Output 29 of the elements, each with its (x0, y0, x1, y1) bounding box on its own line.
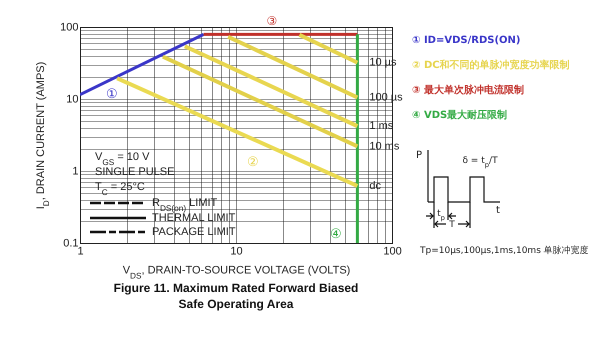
text: P (416, 150, 422, 161)
text: ③ 最大单次脉冲电流限制 (412, 84, 524, 96)
text: Figure 11. Maximum Rated Forward Biased Safe Operating Area (114, 281, 358, 311)
text: ② DC和不同的单脉冲宽度功率限制 (412, 59, 570, 71)
y-tick-label: 10 (66, 94, 78, 106)
text: T (448, 220, 456, 230)
series-label: dc (369, 180, 382, 192)
annotation: SINGLE PULSE (95, 166, 174, 178)
text: ① ID=VDS/RDS(ON) (412, 35, 520, 46)
text: t (496, 205, 500, 216)
x-tick-label: 100 (383, 246, 402, 258)
annotation: R$_{DS(on)}$ LIMIT (152, 197, 218, 212)
text: ④ VDS最大耐压限制 (412, 109, 508, 121)
y-tick-label: 0.1 (63, 238, 78, 250)
annotation: THERMAL LIMIT (152, 212, 236, 224)
x-axis-title: V$_{DS}$, DRAIN-TO-SOURCE VOLTAGE (VOLTS) (122, 264, 350, 280)
text: δ = t$_{p}$/T (462, 156, 498, 169)
text: Tp=10µs,100µs,1ms,10ms 单脉冲宽度 (419, 245, 589, 256)
annotation: ① (106, 86, 118, 101)
annotation: ② (247, 154, 259, 169)
text: t$_{p}$ (437, 209, 445, 222)
x-tick-label: 10 (230, 246, 243, 258)
annotation: PACKAGE LIMIT (152, 226, 236, 238)
annotation: T$_{C}$ = 25°C (95, 181, 145, 196)
annotation: V$_{GS}$ = 10 V (95, 151, 150, 166)
annotation: ④ (330, 226, 342, 241)
y-tick-label: 100 (60, 22, 78, 34)
y-tick-label: 1 (72, 166, 78, 178)
annotation: ③ (266, 14, 278, 28)
